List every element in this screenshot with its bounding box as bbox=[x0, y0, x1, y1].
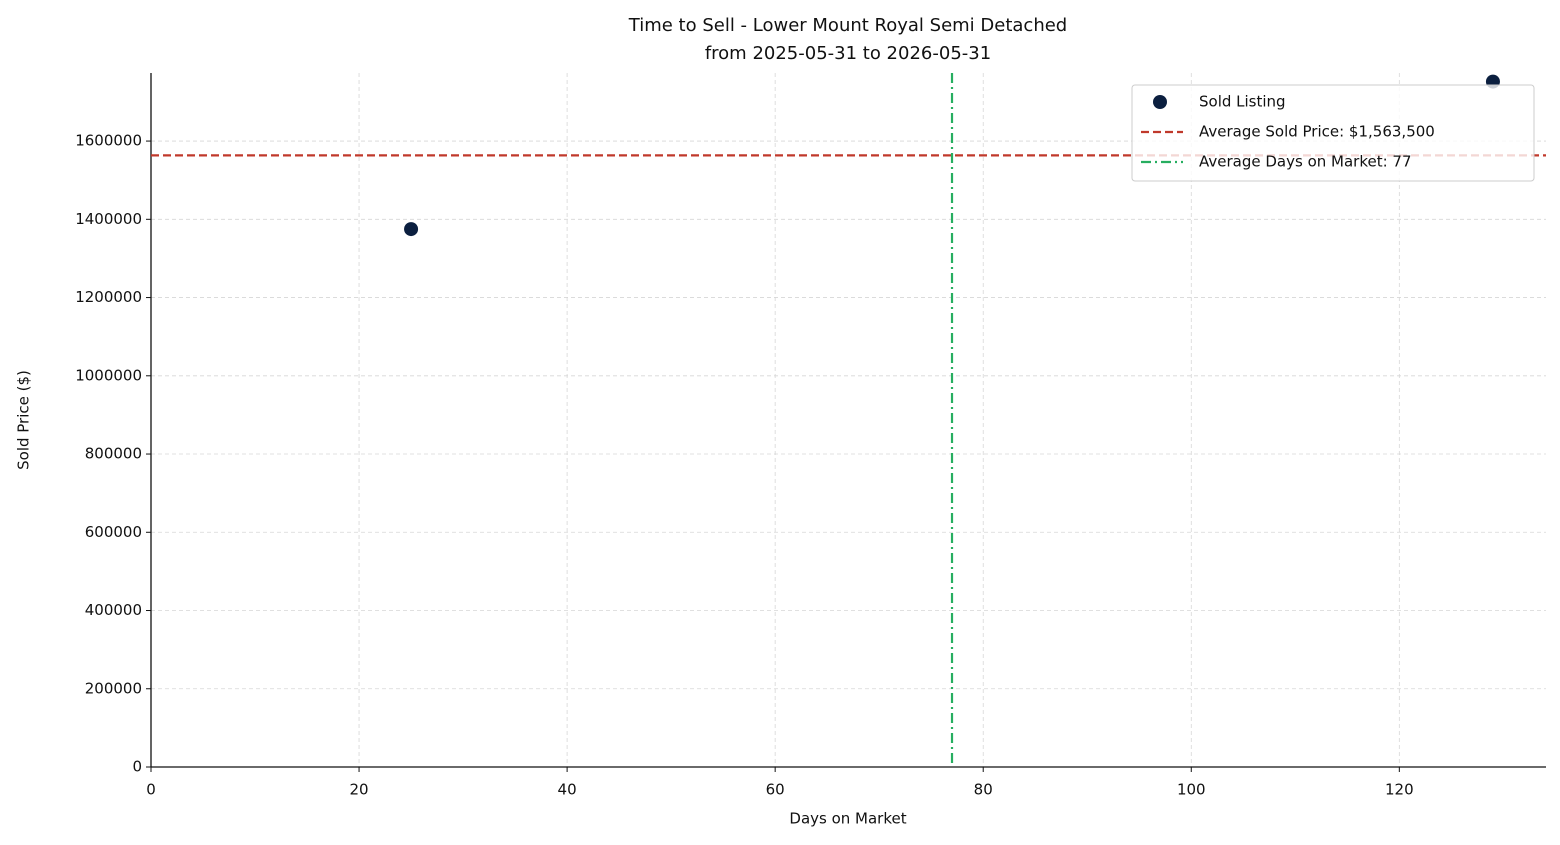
x-tick-label: 40 bbox=[558, 781, 577, 799]
chart-title: Time to Sell - Lower Mount Royal Semi De… bbox=[628, 15, 1068, 36]
legend-box bbox=[1131, 84, 1535, 182]
y-tick-label: 1000000 bbox=[75, 366, 142, 384]
legend-marker bbox=[1153, 95, 1167, 109]
x-tick-label: 80 bbox=[974, 781, 993, 799]
x-tick-label: 100 bbox=[1177, 781, 1206, 799]
legend-label: Average Days on Market: 77 bbox=[1199, 153, 1412, 171]
chart-subtitle: from 2025-05-31 to 2026-05-31 bbox=[705, 43, 991, 64]
y-tick-label: 400000 bbox=[85, 601, 142, 619]
legend-label: Sold Listing bbox=[1199, 93, 1286, 111]
scatter-point bbox=[404, 222, 419, 237]
y-tick-label: 800000 bbox=[85, 445, 142, 463]
x-tick-label: 120 bbox=[1385, 781, 1414, 799]
y-axis-label: Sold Price ($) bbox=[15, 370, 33, 470]
y-tick-label: 600000 bbox=[85, 523, 142, 541]
x-tick-label: 0 bbox=[146, 781, 156, 799]
y-tick-label: 1200000 bbox=[75, 288, 142, 306]
x-tick-label: 20 bbox=[350, 781, 369, 799]
x-axis-label: Days on Market bbox=[789, 810, 906, 828]
y-tick-label: 200000 bbox=[85, 679, 142, 697]
legend-label: Average Sold Price: $1,563,500 bbox=[1199, 123, 1435, 141]
y-tick-label: 1600000 bbox=[75, 132, 142, 150]
y-tick-label: 0 bbox=[132, 758, 142, 776]
x-tick-label: 60 bbox=[766, 781, 785, 799]
y-tick-label: 1400000 bbox=[75, 210, 142, 228]
